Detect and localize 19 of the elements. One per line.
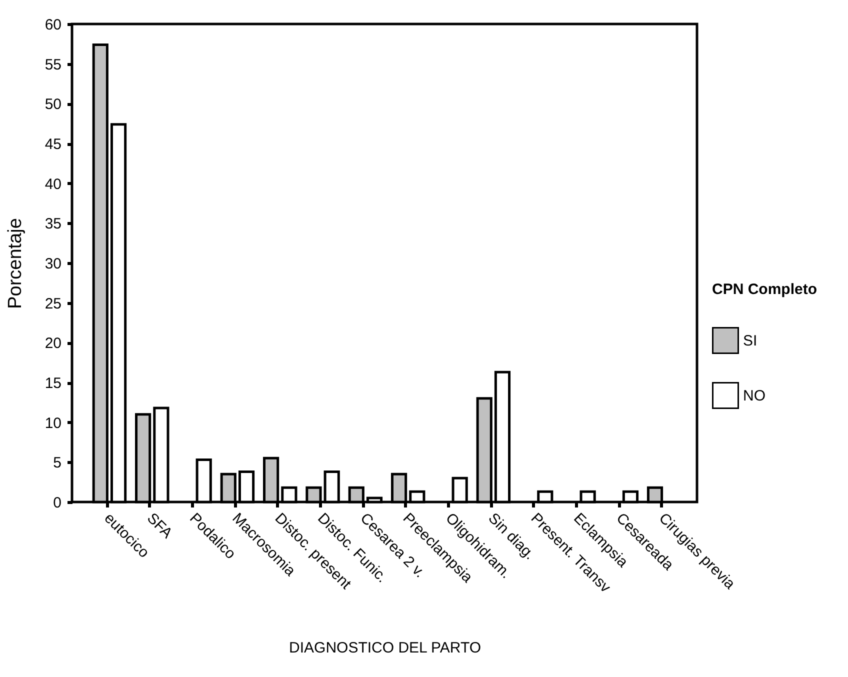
y-tick-label: 15 <box>44 375 62 392</box>
y-tick-label: 60 <box>44 16 62 34</box>
legend-label: NO <box>743 388 766 404</box>
y-axis-title: Porcentaje <box>4 218 26 309</box>
y-tick-label: 40 <box>44 176 62 193</box>
y-tick-label: 20 <box>44 335 62 352</box>
x-axis-title: DIAGNOSTICO DEL PARTO <box>289 640 481 657</box>
y-tick-label: 25 <box>44 295 62 312</box>
y-tick-label: 55 <box>44 56 62 74</box>
y-tick-label: 50 <box>44 96 62 114</box>
y-tick-label: 10 <box>44 414 62 432</box>
y-tick-label: 35 <box>44 216 62 233</box>
y-tick-label: 0 <box>53 494 62 512</box>
legend-label: SI <box>743 332 758 350</box>
legend-title: CPN Completo <box>712 281 817 298</box>
x-tick-label: SFA <box>143 510 176 542</box>
y-tick-label: 30 <box>44 256 62 272</box>
y-tick-label: 5 <box>53 454 62 472</box>
y-tick-label: 45 <box>44 136 62 153</box>
